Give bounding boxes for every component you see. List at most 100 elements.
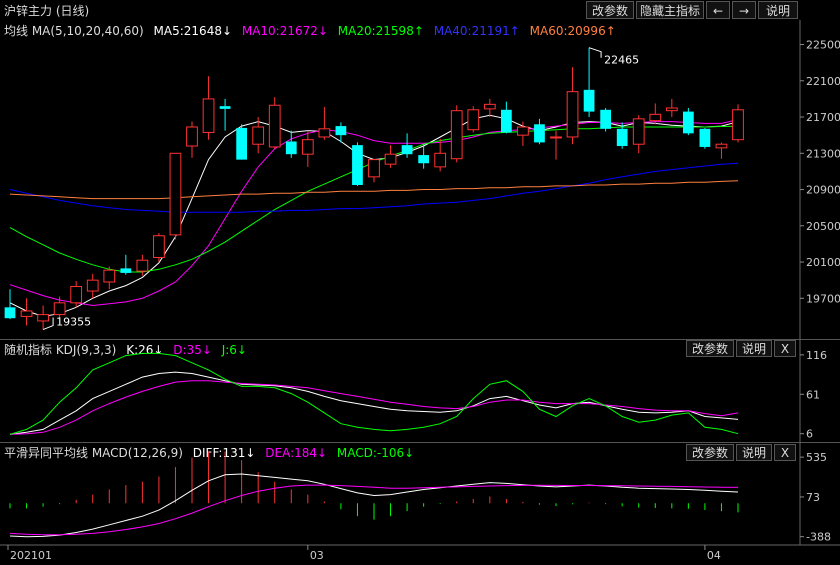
- kdj-y-tick-label: 6: [806, 428, 813, 441]
- candle-body: [418, 155, 430, 164]
- candle-body: [368, 159, 380, 178]
- d-label: D:35↓: [173, 343, 212, 357]
- y-tick-label: 21700: [806, 111, 840, 124]
- candle-body: [120, 268, 132, 273]
- y-tick-label: 19700: [806, 292, 840, 305]
- ma10-line: [9, 119, 739, 307]
- candle-body: [566, 91, 579, 138]
- candle-body: [236, 127, 248, 160]
- ma-legend-name: 均线 MA(5,10,20,40,60): [4, 24, 144, 38]
- candle-body: [285, 141, 297, 155]
- y-tick-label: 22500: [806, 39, 840, 52]
- macd-y-tick-label: -388: [806, 531, 831, 544]
- y-tick-label: 21300: [806, 147, 840, 160]
- candle-body: [252, 126, 265, 145]
- candle-body: [318, 128, 331, 138]
- prev-arrow-icon[interactable]: ←: [706, 1, 730, 19]
- candle-body: [186, 126, 198, 147]
- macd-legend-name: 平滑异同平均线 MACD(12,26,9): [4, 446, 183, 460]
- candle-body: [616, 128, 628, 147]
- macd-help-button[interactable]: 说明: [736, 444, 772, 461]
- candle-body: [20, 310, 33, 317]
- candle-body: [219, 106, 231, 109]
- low-pointer: [42, 317, 54, 331]
- candle-body: [649, 113, 662, 122]
- kdj-d-line: [9, 380, 739, 435]
- macd-params-button[interactable]: 改参数: [686, 444, 734, 461]
- chart-title: 沪锌主力 (日线): [4, 4, 90, 18]
- ma20-line: [9, 125, 739, 273]
- candle-body: [517, 126, 529, 136]
- candle-body: [500, 109, 512, 133]
- kdj-legend: 随机指标 KDJ(9,3,3) K:26↓ D:35↓ J:6↓: [4, 341, 253, 358]
- x-tick-label: 03: [310, 549, 324, 562]
- hide-main-button[interactable]: 隐藏主指标: [636, 1, 704, 19]
- kdj-help-button[interactable]: 说明: [736, 340, 772, 357]
- high-annotation: 22465: [604, 54, 639, 67]
- y-tick-label: 22100: [806, 75, 840, 88]
- candle-body: [434, 152, 447, 168]
- candle-body: [352, 145, 363, 185]
- candle-body: [301, 139, 314, 155]
- ma60-label: MA60:20996↑: [529, 24, 616, 38]
- kdj-k-line: [9, 371, 739, 435]
- candle-body: [268, 104, 281, 148]
- ma60-line: [9, 180, 739, 200]
- candle-body: [665, 107, 678, 112]
- candle-body: [103, 269, 116, 283]
- panel-divider: [0, 339, 840, 340]
- ma5-line: [9, 114, 739, 317]
- ma10-label: MA10:21672↓: [241, 24, 328, 38]
- kdj-y-tick-label: 116: [806, 349, 827, 362]
- candle-body: [37, 314, 49, 322]
- candle-body: [534, 124, 545, 143]
- candle-body: [583, 89, 595, 112]
- help-button[interactable]: 说明: [758, 1, 798, 19]
- candle-body: [4, 307, 16, 319]
- macd-y-tick-label: 535: [806, 451, 827, 464]
- candle-body: [136, 259, 149, 272]
- x-tick-label: 202101: [10, 549, 52, 562]
- next-arrow-icon[interactable]: →: [732, 1, 756, 19]
- candle-body: [467, 109, 480, 131]
- candle-body: [335, 126, 347, 136]
- candle-body: [86, 279, 99, 292]
- ma40-label: MA40:21191↑: [433, 24, 520, 38]
- candle-body: [153, 235, 165, 258]
- macd-y-tick-label: 73: [806, 491, 820, 504]
- kdj-y-tick-label: 61: [806, 388, 820, 401]
- kdj-j-line: [9, 352, 739, 435]
- ma5-label: MA5:21648↓: [153, 24, 233, 38]
- macd-diff-line: [9, 473, 739, 538]
- y-tick-label: 20500: [806, 220, 840, 233]
- candle-body: [202, 98, 215, 133]
- candle-body: [384, 153, 397, 165]
- candle-body: [53, 302, 66, 316]
- y-tick-label: 20900: [806, 184, 840, 197]
- candle-body: [715, 143, 728, 149]
- macd-close-icon[interactable]: X: [774, 444, 796, 461]
- candle-body: [169, 152, 182, 236]
- candle-body: [401, 145, 413, 155]
- params-button[interactable]: 改参数: [586, 1, 634, 19]
- macd-dea-line: [9, 484, 739, 536]
- candle-body: [483, 103, 496, 110]
- panel-divider: [0, 442, 840, 443]
- low-annotation: 19355: [56, 316, 91, 329]
- candle-body: [699, 128, 711, 147]
- macd-label: MACD:-106↓: [336, 446, 415, 460]
- dea-label: DEA:184↓: [265, 446, 328, 460]
- candle-body: [732, 109, 744, 141]
- ma40-line: [9, 162, 739, 213]
- candle-body: [682, 111, 694, 134]
- kdj-params-button[interactable]: 改参数: [686, 340, 734, 357]
- ma20-label: MA20:21598↑: [337, 24, 424, 38]
- y-tick-label: 20100: [806, 256, 840, 269]
- title-bar: 沪锌主力 (日线) 改参数 隐藏主指标 ← → 说明: [0, 0, 840, 20]
- j-label: J:6↓: [221, 343, 247, 357]
- kdj-close-icon[interactable]: X: [774, 340, 796, 357]
- macd-legend: 平滑异同平均线 MACD(12,26,9) DIFF:131↓ DEA:184↓…: [4, 444, 420, 461]
- main-legend: 均线 MA(5,10,20,40,60) MA5:21648↓ MA10:216…: [4, 22, 622, 39]
- candle-body: [632, 118, 645, 145]
- candle-body: [70, 286, 83, 304]
